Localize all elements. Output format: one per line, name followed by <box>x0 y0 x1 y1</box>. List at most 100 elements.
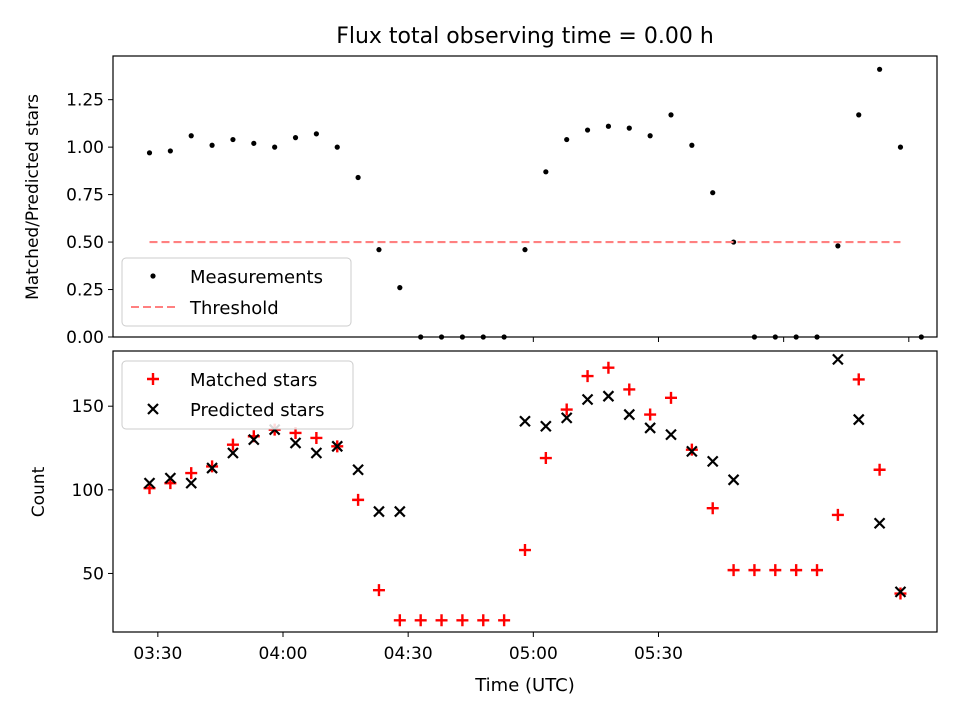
y-tick-label: 0.50 <box>66 233 104 253</box>
predicted-star-point <box>331 440 344 453</box>
measurement-point <box>710 190 716 196</box>
predicted-star-point <box>560 412 573 424</box>
measurement-point <box>897 144 904 150</box>
matched-star-point <box>665 391 677 404</box>
matched-star-point <box>581 370 594 383</box>
matched-star-point <box>477 614 490 627</box>
y-tick-label: 0.00 <box>66 328 104 348</box>
bottom-y-axis-label: Count <box>29 466 49 517</box>
measurement-point <box>334 144 340 150</box>
matched-star-point <box>393 614 406 627</box>
matched-star-point <box>560 403 573 416</box>
top-y-axis: 0.00 0.25 0.50 0.75 1.00 1.25 <box>66 91 113 348</box>
predicted-legend-label: Predicted stars <box>190 400 324 421</box>
matched-star-point <box>518 544 531 557</box>
predicted-star-point <box>289 437 302 449</box>
measurement-point <box>564 136 570 143</box>
predicted-star-point <box>310 447 323 459</box>
bottom-panel: 50 100 150 03:30 04:00 04:30 05:00 05:30 Count… <box>29 350 938 696</box>
measurement-point <box>313 131 319 137</box>
matched-star-point <box>206 460 219 473</box>
measurement-point <box>188 133 194 139</box>
measurement-point <box>605 123 612 129</box>
predicted-star-point <box>352 463 364 476</box>
predicted-star-point <box>540 420 552 433</box>
matched-star-point <box>748 564 761 577</box>
y-tick-label: 0.25 <box>66 281 104 301</box>
measurement-point <box>355 174 361 181</box>
predicted-star-point <box>665 428 677 441</box>
predicted-star-point <box>164 472 177 484</box>
measurement-point <box>376 247 382 253</box>
bottom-legend[interactable]: Matched stars Predicted stars <box>121 360 354 430</box>
matched-legend-marker <box>147 373 159 385</box>
measurement-point <box>877 66 883 72</box>
measurements-legend-marker <box>150 273 156 279</box>
x-tick-label: 05:00 <box>509 644 558 664</box>
matched-star-point <box>310 431 323 444</box>
predicted-star-point <box>706 455 719 468</box>
measurement-point <box>167 148 173 154</box>
matched-star-point <box>644 408 657 421</box>
predicted-star-point <box>185 477 197 489</box>
x-tick-label: 05:30 <box>634 644 683 664</box>
matched-legend-label: Matched stars <box>190 370 317 391</box>
matched-star-point <box>790 564 803 577</box>
matched-star-point <box>727 564 740 577</box>
matched-star-point <box>435 614 448 627</box>
predicted-star-point <box>519 415 531 428</box>
matched-star-point <box>685 443 698 456</box>
top-panel: 0.00 0.25 0.50 0.75 1.00 1.25 Matched/Predict… <box>23 55 938 348</box>
y-tick-label: 0.75 <box>66 186 104 206</box>
x-tick-label: 04:30 <box>384 644 433 664</box>
predicted-star-point <box>894 586 907 598</box>
bottom-axes-frame <box>112 350 938 633</box>
matched-star-point <box>894 587 907 600</box>
predicted-star-point <box>852 413 865 426</box>
measurement-point <box>856 112 862 118</box>
predicted-star-point <box>143 477 156 489</box>
y-tick-label: 1.25 <box>66 91 104 111</box>
measurement-point <box>522 247 528 253</box>
y-tick-label: 150 <box>72 397 104 417</box>
matched-star-point <box>226 438 239 451</box>
bottom-plot-area <box>143 353 907 627</box>
predicted-star-point <box>832 353 844 366</box>
top-y-axis-label: Matched/Predicted stars <box>23 94 43 300</box>
measurement-point <box>292 135 299 141</box>
measurement-point <box>668 112 674 118</box>
measurement-point <box>647 133 653 139</box>
bottom-x-axis: 03:30 04:00 04:30 05:00 05:30 <box>133 632 683 664</box>
matched-star-point <box>623 383 636 396</box>
matched-star-point <box>539 452 552 465</box>
predicted-star-point <box>686 445 698 458</box>
top-axes-frame <box>112 55 938 338</box>
matched-star-point <box>873 463 886 476</box>
y-tick-label: 100 <box>72 481 104 501</box>
top-legend[interactable]: Measurements Threshold <box>121 257 352 327</box>
predicted-star-point <box>248 433 260 446</box>
threshold-legend-label: Threshold <box>189 298 279 319</box>
predicted-star-point <box>373 505 385 518</box>
measurement-point <box>272 144 278 150</box>
measurement-point <box>543 169 549 175</box>
top-plot-area <box>146 66 924 340</box>
predicted-star-point <box>873 517 886 530</box>
measurement-point <box>835 243 841 249</box>
matched-star-point <box>456 614 469 627</box>
predicted-star-point <box>727 474 740 486</box>
matched-star-point <box>811 564 824 577</box>
top-legend-box <box>121 257 352 327</box>
predicted-star-point <box>602 390 615 402</box>
predicted-star-point <box>227 447 239 459</box>
measurements-legend-label: Measurements <box>190 267 323 288</box>
predicted-star-point <box>581 393 594 406</box>
matched-star-point <box>769 564 782 577</box>
bottom-legend-box <box>121 360 354 430</box>
matched-star-point <box>414 614 427 627</box>
matched-star-point <box>852 373 865 386</box>
predicted-legend-marker <box>147 403 159 415</box>
matched-star-point <box>602 361 615 374</box>
predicted-star-point <box>206 462 218 474</box>
